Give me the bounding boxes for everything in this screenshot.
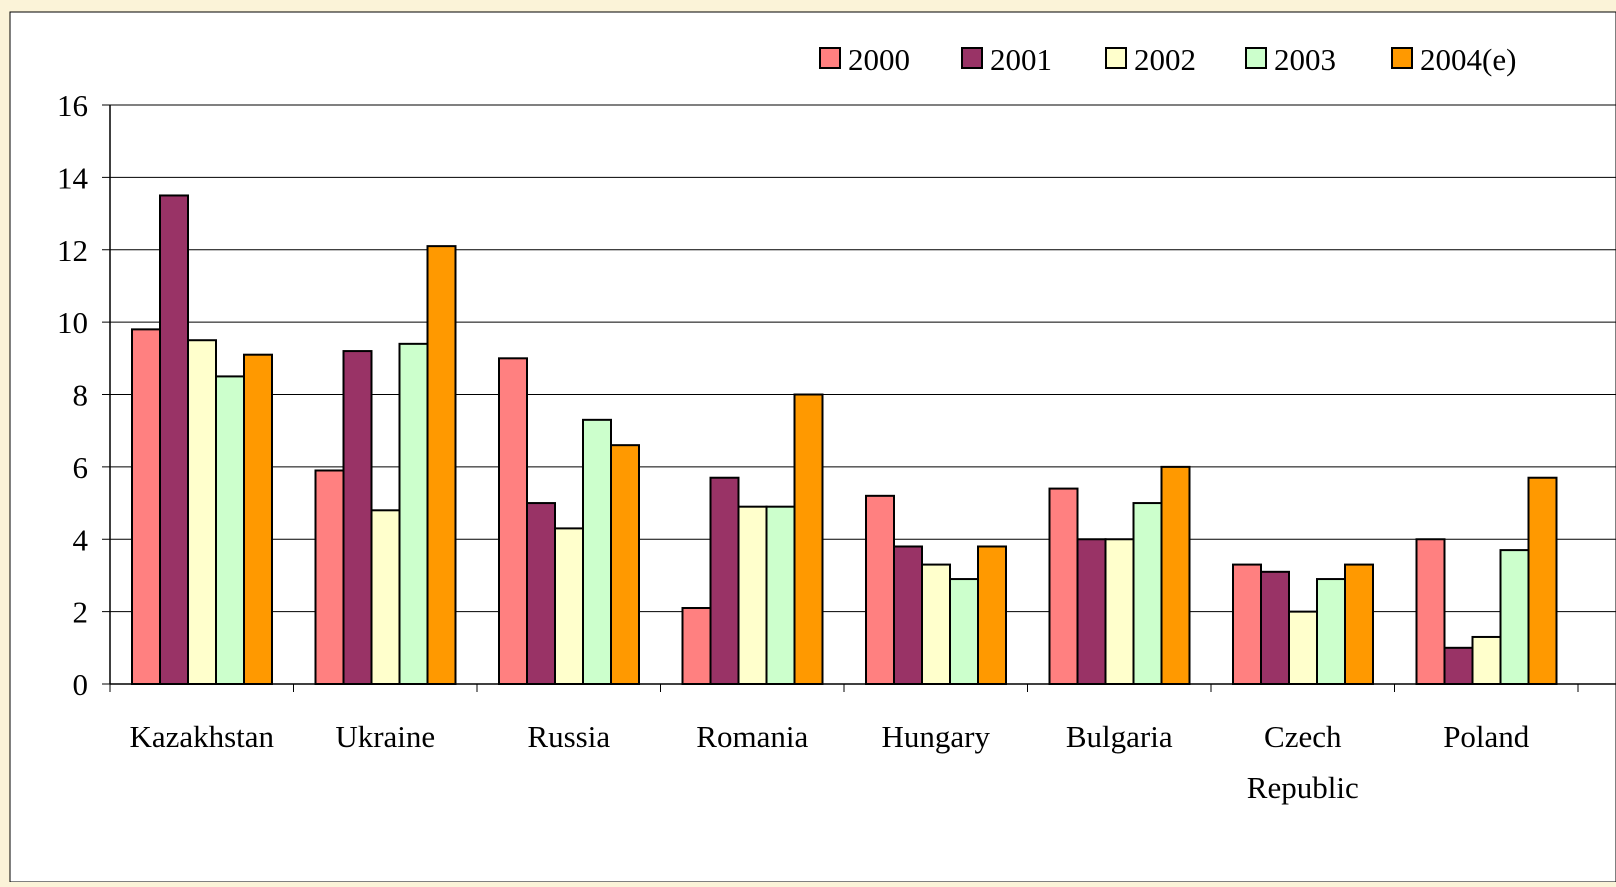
bar bbox=[159, 194, 189, 685]
x-tick-label: Russia bbox=[527, 719, 610, 754]
bar bbox=[215, 375, 245, 685]
y-tick-label: 14 bbox=[57, 160, 89, 195]
bar bbox=[765, 505, 796, 685]
bar bbox=[398, 342, 429, 685]
bar bbox=[1443, 646, 1474, 685]
bars bbox=[131, 194, 1558, 686]
y-tick-label: 16 bbox=[57, 88, 88, 123]
bar bbox=[1232, 563, 1262, 685]
legend: 2000 2001 2002 2003 2004(e) bbox=[819, 42, 1516, 77]
y-tick-label: 8 bbox=[73, 378, 89, 413]
bar bbox=[498, 357, 528, 685]
bar bbox=[865, 494, 895, 686]
x-tick-label: Ukraine bbox=[335, 719, 435, 754]
x-tick-label: Poland bbox=[1443, 719, 1530, 754]
bar bbox=[243, 353, 273, 685]
x-tick-label: Bulgaria bbox=[1066, 719, 1173, 754]
x-tick-label: Kazakhstan bbox=[129, 719, 274, 754]
legend-label: 2001 bbox=[990, 42, 1052, 77]
bar bbox=[582, 418, 612, 685]
bar bbox=[681, 607, 712, 685]
x-tick-label: Hungary bbox=[882, 719, 991, 754]
legend-swatch bbox=[1391, 47, 1413, 69]
bar bbox=[131, 328, 161, 685]
legend-swatch bbox=[961, 47, 983, 69]
bar bbox=[370, 509, 401, 685]
bar bbox=[793, 393, 824, 685]
bar bbox=[921, 563, 951, 685]
x-tick-label: Czech Republic bbox=[1247, 719, 1359, 805]
legend-label: 2002 bbox=[1134, 42, 1196, 77]
bar bbox=[1160, 465, 1191, 685]
axes bbox=[102, 104, 1616, 692]
bar bbox=[1471, 635, 1502, 685]
bar bbox=[554, 527, 584, 685]
bar bbox=[1527, 476, 1558, 686]
bar bbox=[1048, 487, 1079, 685]
y-axis-ticks: 0 2 4 6 8 10 12 14 16 bbox=[57, 88, 89, 702]
y-tick-label: 0 bbox=[73, 667, 89, 702]
legend-label: 2004(e) bbox=[1420, 42, 1516, 77]
bar bbox=[1499, 549, 1530, 686]
bar bbox=[1076, 538, 1107, 685]
bar bbox=[314, 469, 345, 685]
y-tick-label: 6 bbox=[73, 450, 89, 485]
x-tick-label: Romania bbox=[696, 719, 808, 754]
y-tick-label: 12 bbox=[57, 233, 88, 268]
legend-label: 2003 bbox=[1274, 42, 1336, 77]
bar bbox=[342, 350, 373, 685]
bar bbox=[526, 502, 556, 685]
y-tick-label: 2 bbox=[73, 595, 89, 630]
bar bbox=[893, 545, 923, 685]
legend-label: 2000 bbox=[848, 42, 910, 77]
bar bbox=[1415, 538, 1446, 685]
bar bbox=[187, 339, 217, 685]
bar bbox=[737, 505, 768, 685]
bar bbox=[426, 245, 457, 685]
bar bbox=[1316, 578, 1346, 686]
y-tick-label: 10 bbox=[57, 305, 88, 340]
bar bbox=[1132, 502, 1163, 685]
legend-swatch bbox=[1245, 47, 1267, 69]
x-axis-labels: Kazakhstan Ukraine Russia Romania Hungary Bul… bbox=[129, 719, 1529, 805]
bar bbox=[1344, 563, 1374, 685]
bar bbox=[949, 578, 979, 686]
y-tick-label: 4 bbox=[73, 522, 89, 557]
bar bbox=[610, 444, 640, 685]
legend-swatch bbox=[1105, 47, 1127, 69]
bar bbox=[977, 545, 1007, 685]
bar bbox=[1104, 538, 1135, 685]
bar bbox=[1260, 570, 1290, 685]
legend-swatch bbox=[819, 47, 841, 69]
bar bbox=[1288, 610, 1318, 685]
bar bbox=[709, 476, 740, 686]
